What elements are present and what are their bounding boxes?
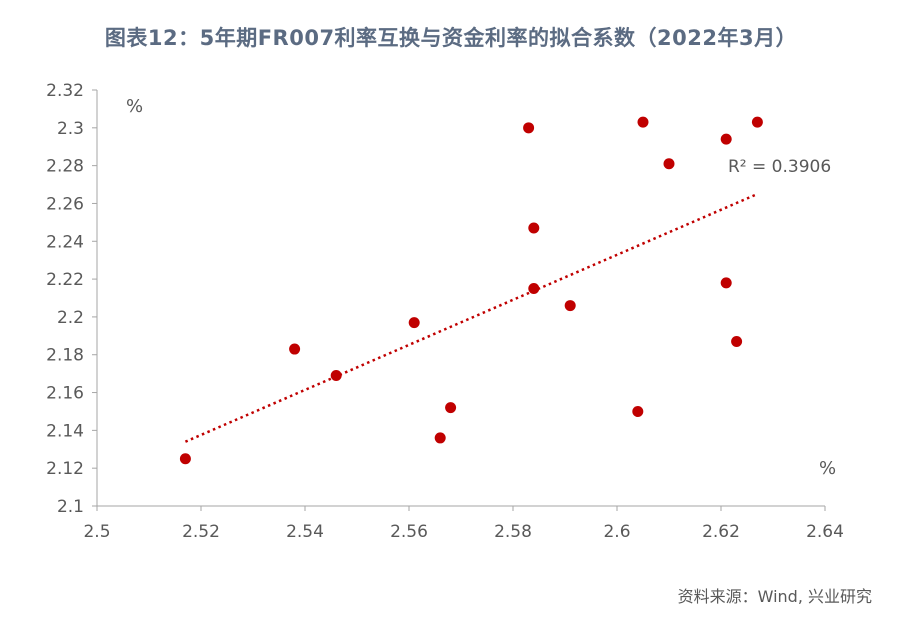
y-tick-label: 2.3 xyxy=(57,119,84,139)
x-tick-label: 2.62 xyxy=(702,522,740,542)
x-tick-label: 2.56 xyxy=(390,522,428,542)
data-point xyxy=(720,277,732,289)
data-point xyxy=(637,116,649,128)
y-unit-label: % xyxy=(126,96,143,117)
data-point xyxy=(330,370,342,382)
x-tick-label: 2.52 xyxy=(182,522,220,542)
y-tick-label: 2.16 xyxy=(46,384,84,404)
data-point xyxy=(528,283,540,295)
x-tick-label: 2.58 xyxy=(494,522,532,542)
chart-source: 资料来源：Wind, 兴业研究 xyxy=(677,587,872,606)
y-tick-label: 2.18 xyxy=(46,346,84,366)
data-points xyxy=(179,116,763,465)
r-squared-label: R² = 0.3906 xyxy=(728,157,831,177)
x-tick-labels: 2.5 2.52 2.54 2.56 2.58 2.6 2.62 2.64 xyxy=(83,506,844,542)
y-tick-label: 2.14 xyxy=(46,421,84,441)
x-tick-label: 2.64 xyxy=(806,522,844,542)
x-tick-label: 2.54 xyxy=(286,522,324,542)
axes xyxy=(96,90,825,507)
chart-title: 图表12：5年期FR007利率互换与资金利率的拟合系数（2022年3月） xyxy=(104,26,798,50)
data-point xyxy=(179,453,191,465)
data-point xyxy=(663,158,675,170)
y-tick-label: 2.12 xyxy=(46,459,84,479)
data-point xyxy=(523,122,535,134)
data-point xyxy=(731,335,743,347)
y-tick-label: 2.24 xyxy=(46,232,84,252)
data-point xyxy=(720,133,732,145)
data-point xyxy=(434,432,446,444)
data-point xyxy=(564,300,576,312)
x-tick-label: 2.6 xyxy=(603,522,630,542)
y-tick-label: 2.1 xyxy=(57,497,84,517)
data-point xyxy=(445,402,457,414)
data-point xyxy=(408,317,420,329)
y-tick-label: 2.2 xyxy=(57,308,84,328)
data-point xyxy=(751,116,763,128)
y-tick-label: 2.32 xyxy=(46,81,84,101)
chart-labels: %% xyxy=(126,96,836,479)
trendline xyxy=(184,192,758,443)
y-tick-label: 2.28 xyxy=(46,157,84,177)
y-tick-labels: 2.32 2.3 2.28 2.26 2.24 2.22 2.2 2.18 2.16 2.14 2.… xyxy=(46,81,97,517)
x-tick-label: 2.5 xyxy=(83,522,110,542)
y-tick-label: 2.26 xyxy=(46,194,84,214)
data-point xyxy=(528,222,540,234)
data-point xyxy=(289,343,301,355)
y-tick-label: 2.22 xyxy=(46,270,84,290)
trendline-group: R² = 0.3906 xyxy=(184,157,831,443)
x-unit-label: % xyxy=(819,458,836,479)
data-point xyxy=(632,405,644,417)
